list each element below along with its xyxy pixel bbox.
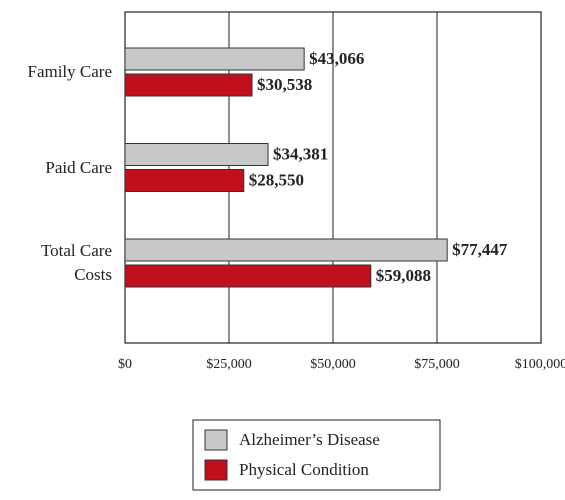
bar (124, 238, 448, 262)
bar (124, 47, 305, 71)
x-tick-label: $100,000 (515, 357, 565, 372)
category-label: Family Care (27, 62, 112, 81)
bar (124, 73, 253, 97)
legend-swatch (204, 429, 228, 451)
legend-swatch (204, 459, 228, 481)
value-label: $43,066 (309, 49, 364, 68)
value-label: $30,538 (257, 75, 312, 94)
legend-label: Alzheimer’s Disease (239, 430, 380, 449)
category-label: Paid Care (45, 157, 112, 177)
category-label: Total Care Costs (40, 241, 112, 284)
bar (124, 143, 269, 166)
legend-box (192, 419, 441, 491)
x-tick-label: $25,000 (206, 357, 252, 372)
x-tick-label: $0 (118, 357, 132, 372)
bar (124, 264, 372, 288)
value-label: $59,088 (376, 266, 431, 285)
value-label: $77,447 (452, 240, 508, 259)
value-label: $28,550 (249, 170, 304, 189)
bar (124, 169, 245, 192)
legend-label: Physical Condition (239, 460, 369, 479)
x-tick-label: $75,000 (414, 357, 460, 372)
x-tick-label: $50,000 (310, 357, 356, 372)
value-label: $34,381 (273, 144, 328, 163)
